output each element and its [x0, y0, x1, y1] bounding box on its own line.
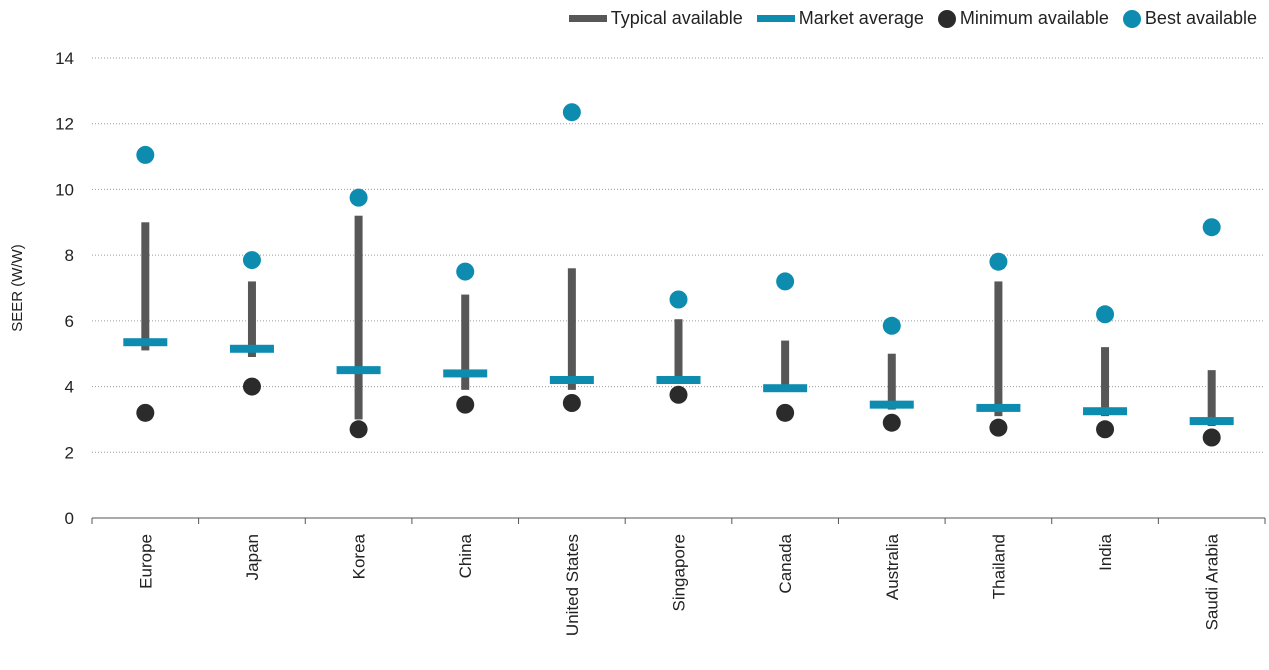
market-average-marker — [976, 403, 1021, 412]
market-average-marker — [1083, 407, 1128, 416]
legend-label-typical: Typical available — [610, 8, 743, 28]
best-dot — [1202, 218, 1221, 237]
legend-swatch-best — [1122, 9, 1141, 28]
best-dot — [776, 272, 795, 291]
best-dot — [456, 262, 475, 281]
minimum-dot — [669, 385, 688, 404]
best-dot — [349, 188, 368, 207]
best-dot — [882, 316, 901, 335]
y-tick-label: 14 — [55, 49, 74, 68]
x-tick-label: Singapore — [670, 534, 689, 612]
typical-range-bar — [567, 268, 576, 390]
legend-swatch-minimum — [937, 9, 956, 28]
x-tick-label: Japan — [243, 534, 262, 580]
typical-range-bar — [141, 222, 150, 351]
minimum-dot — [1202, 428, 1221, 447]
typical-range-bar — [1207, 370, 1216, 426]
legend-item-average: Market average — [756, 8, 924, 29]
minimum-dot — [456, 395, 475, 414]
legend-swatch-typical — [568, 15, 607, 22]
market-average-marker — [123, 338, 168, 347]
legend-item-minimum: Minimum available — [937, 8, 1109, 29]
best-dot — [989, 252, 1008, 271]
y-tick-label: 8 — [65, 246, 74, 265]
market-average-marker — [763, 384, 808, 393]
x-tick-label: Thailand — [989, 534, 1008, 599]
chart-legend: Typical available Market average Minimum… — [568, 8, 1257, 29]
x-tick-label: Australia — [883, 533, 902, 600]
typical-range-bar — [247, 281, 256, 357]
minimum-dot — [1096, 420, 1115, 439]
market-average-marker — [229, 344, 274, 353]
x-tick-label: Saudi Arabia — [1203, 533, 1222, 630]
minimum-dot — [882, 413, 901, 432]
typical-range-bar — [887, 353, 896, 410]
x-tick-label: Korea — [350, 533, 369, 579]
minimum-dot — [776, 403, 795, 422]
typical-range-bar — [781, 340, 790, 390]
x-tick-label: China — [456, 533, 475, 578]
x-tick-label: United States — [563, 534, 582, 636]
market-average-marker — [869, 400, 914, 409]
y-tick-label: 12 — [55, 115, 74, 134]
x-tick-label: India — [1096, 533, 1115, 570]
legend-swatch-average — [756, 15, 795, 22]
best-dot — [136, 145, 155, 164]
minimum-dot — [349, 420, 368, 439]
market-average-marker — [656, 376, 701, 384]
typical-range-bar — [994, 281, 1003, 417]
legend-item-best: Best available — [1122, 8, 1257, 29]
y-tick-label: 6 — [65, 312, 74, 331]
market-average-marker — [336, 366, 381, 375]
best-dot — [562, 103, 581, 122]
y-tick-label: 0 — [65, 509, 74, 528]
x-tick-label: Canada — [776, 533, 795, 593]
market-average-marker — [549, 376, 594, 384]
typical-range-bar — [461, 294, 470, 390]
legend-item-typical: Typical available — [568, 8, 743, 29]
y-tick-label: 2 — [65, 443, 74, 462]
minimum-dot — [562, 394, 581, 412]
legend-label-minimum: Minimum available — [959, 8, 1109, 28]
typical-range-bar — [1101, 347, 1110, 417]
minimum-dot — [242, 377, 261, 396]
typical-range-bar — [674, 319, 683, 380]
best-dot — [1096, 305, 1115, 324]
minimum-dot — [989, 418, 1008, 437]
typical-range-bar — [354, 215, 363, 420]
market-average-marker — [1189, 417, 1234, 426]
y-axis-title: SEER (W/W) — [9, 244, 26, 332]
y-tick-label: 4 — [65, 378, 74, 397]
y-tick-label: 10 — [55, 180, 74, 199]
x-tick-label: Europe — [136, 534, 155, 589]
legend-label-average: Market average — [798, 8, 924, 28]
best-dot — [242, 251, 261, 270]
minimum-dot — [136, 403, 155, 422]
market-average-marker — [443, 369, 488, 378]
legend-label-best: Best available — [1144, 8, 1257, 28]
best-dot — [669, 290, 688, 309]
